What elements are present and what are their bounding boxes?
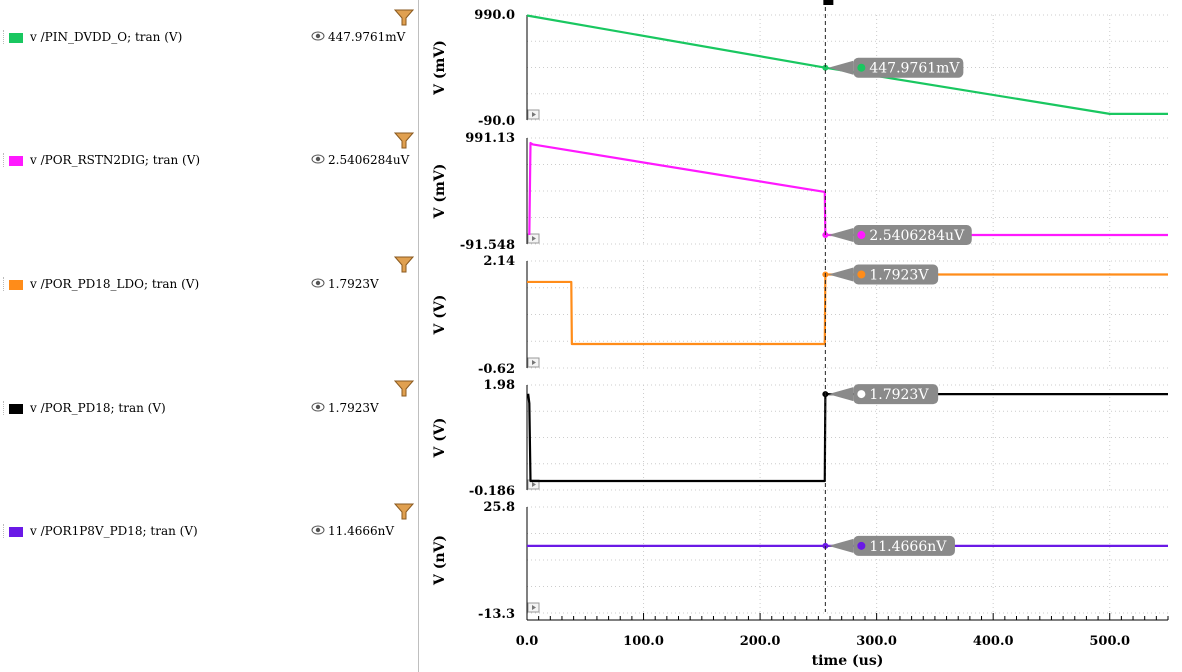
tree-guide (3, 277, 5, 291)
y-tick-label: 991.13 (465, 131, 515, 146)
marker-bubble (853, 57, 964, 78)
series-line (526, 14, 1168, 115)
legend-trace-value: 1.7923V (328, 277, 379, 291)
legend-swatch (9, 280, 23, 290)
legend-swatch (9, 527, 23, 537)
legend-trace-name: v /POR_PD18_LDO; tran (V) (30, 277, 200, 291)
cursor-handle[interactable] (823, 0, 834, 5)
marker-label: 447.9761mV (869, 61, 960, 77)
marker-pointer (828, 60, 854, 75)
marker-pointer (828, 228, 854, 243)
marker-label: 2.5406284uV (869, 228, 965, 244)
marker-dot (857, 541, 866, 550)
marker-pointer (828, 267, 854, 282)
filter-icon[interactable] (394, 132, 414, 150)
legend-item[interactable]: v /POR_RSTN2DIG; tran (V) 2.5406284uV (0, 153, 418, 173)
x-tick-label: 400.0 (973, 634, 1014, 649)
data-point (822, 64, 829, 71)
legend-trace-value: 447.9761mV (328, 30, 406, 44)
legend-item[interactable]: v /POR1P8V_PD18; tran (V) 11.4666nV (0, 524, 418, 544)
play-icon (532, 236, 536, 241)
series-line (527, 273, 1168, 346)
marker-pointer (828, 538, 854, 553)
marker-dot (857, 270, 866, 279)
marker-label: 11.4666nV (869, 539, 947, 555)
eye-icon[interactable] (311, 31, 325, 41)
legend-trace-value: 2.5406284uV (328, 153, 410, 167)
play-icon (532, 360, 536, 365)
panel-divider[interactable] (418, 0, 419, 672)
series-line (528, 141, 1168, 237)
y-tick-label: -0.186 (469, 484, 515, 499)
legend-trace-name: v /POR_RSTN2DIG; tran (V) (30, 153, 201, 167)
filter-icon[interactable] (394, 9, 414, 27)
tree-guide (3, 30, 5, 44)
legend-trace-value: 1.7923V (328, 401, 379, 415)
eye-icon[interactable] (311, 278, 325, 288)
marker-dot (857, 63, 866, 72)
legend-swatch (9, 33, 23, 43)
marker-bubble (853, 384, 939, 405)
marker-label: 1.7923V (869, 267, 929, 283)
x-tick-label: 500.0 (1089, 634, 1130, 649)
marker-dot (857, 390, 866, 399)
y-tick-label: 1.98 (483, 378, 515, 393)
legend-panel (0, 0, 418, 672)
y-tick-label: 2.14 (483, 254, 515, 269)
marker-pointer (828, 387, 854, 402)
marker-dot (857, 231, 866, 240)
x-tick-label: 0.0 (516, 634, 539, 649)
play-icon (532, 112, 536, 117)
legend-trace-name: v /POR_PD18; tran (V) (30, 401, 166, 415)
legend-trace-name: v /POR1P8V_PD18; tran (V) (30, 524, 198, 538)
legend-item[interactable]: v /PIN_DVDD_O; tran (V) 447.9761mV (0, 30, 418, 50)
y-axis-label: V (mV) (432, 164, 448, 220)
filter-icon[interactable] (394, 256, 414, 274)
y-tick-label: 25.8 (483, 500, 515, 515)
y-tick-label: -90.0 (478, 114, 515, 129)
legend-trace-value: 11.4666nV (328, 524, 395, 538)
legend-item[interactable]: v /POR_PD18_LDO; tran (V) 1.7923V (0, 277, 418, 297)
legend-swatch (9, 404, 23, 414)
marker-bubble (853, 225, 972, 246)
legend-item[interactable]: v /POR_PD18; tran (V) 1.7923V (0, 401, 418, 421)
play-icon (532, 605, 536, 610)
eye-icon[interactable] (311, 525, 325, 535)
x-tick-label: 200.0 (740, 634, 781, 649)
tree-guide (3, 153, 5, 167)
eye-icon[interactable] (311, 402, 325, 412)
legend-trace-name: v /PIN_DVDD_O; tran (V) (30, 30, 183, 44)
data-point (822, 232, 829, 239)
series-line (527, 392, 1168, 483)
y-tick-label: -0.62 (478, 362, 515, 377)
y-axis-label: V (V) (432, 295, 448, 336)
play-icon (532, 482, 536, 487)
x-tick-label: 100.0 (623, 634, 664, 649)
x-tick-label: 300.0 (856, 634, 897, 649)
data-point (822, 542, 829, 549)
y-axis-label: V (nV) (432, 535, 448, 586)
x-axis-label: time (us) (812, 653, 884, 669)
y-axis-label: V (V) (432, 418, 448, 459)
marker-bubble (853, 264, 939, 285)
filter-icon[interactable] (394, 503, 414, 521)
marker-label: 1.7923V (869, 387, 929, 403)
legend-swatch (9, 156, 23, 166)
tree-guide (3, 524, 5, 538)
eye-icon[interactable] (311, 154, 325, 164)
tree-guide (3, 401, 5, 415)
y-tick-label: -91.548 (460, 238, 515, 253)
y-axis-label: V (mV) (432, 40, 448, 96)
y-tick-label: -13.3 (478, 607, 515, 622)
filter-icon[interactable] (394, 380, 414, 398)
y-tick-label: 990.0 (474, 8, 515, 23)
marker-bubble (853, 535, 955, 556)
